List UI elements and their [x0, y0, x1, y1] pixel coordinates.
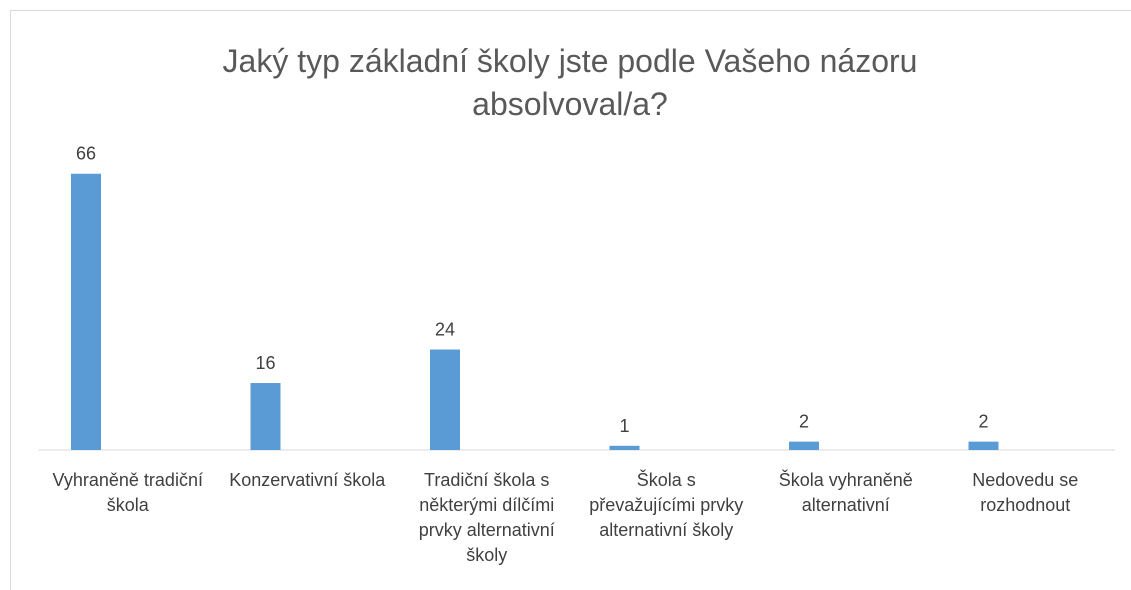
bar — [430, 349, 460, 450]
data-label: 1 — [619, 416, 629, 436]
bar — [71, 173, 101, 450]
x-tick-label: Škola s převažujícími prvky alternativní… — [589, 470, 744, 540]
bar — [789, 441, 819, 450]
data-label: 24 — [435, 320, 455, 340]
data-label: 2 — [978, 412, 988, 432]
bar — [609, 445, 640, 450]
bar — [968, 441, 999, 450]
x-tick-label: Tradiční škola s některými dílčími prvky… — [418, 470, 555, 565]
x-tick-label: Konzervativní škola — [229, 470, 386, 490]
chart-border — [10, 10, 1131, 590]
data-label: 66 — [76, 144, 96, 164]
data-label: 2 — [799, 412, 809, 432]
data-label: 16 — [255, 353, 275, 373]
x-tick-label: Vyhraněně tradiční škola — [52, 470, 203, 515]
x-tick-label: Škola vyhraněně alternativní — [778, 470, 913, 515]
chart-title: Jaký typ základní školy jste podle Vašeh… — [222, 43, 918, 122]
bar — [250, 383, 281, 450]
x-tick-label: Nedovedu se rozhodnout — [972, 470, 1079, 515]
